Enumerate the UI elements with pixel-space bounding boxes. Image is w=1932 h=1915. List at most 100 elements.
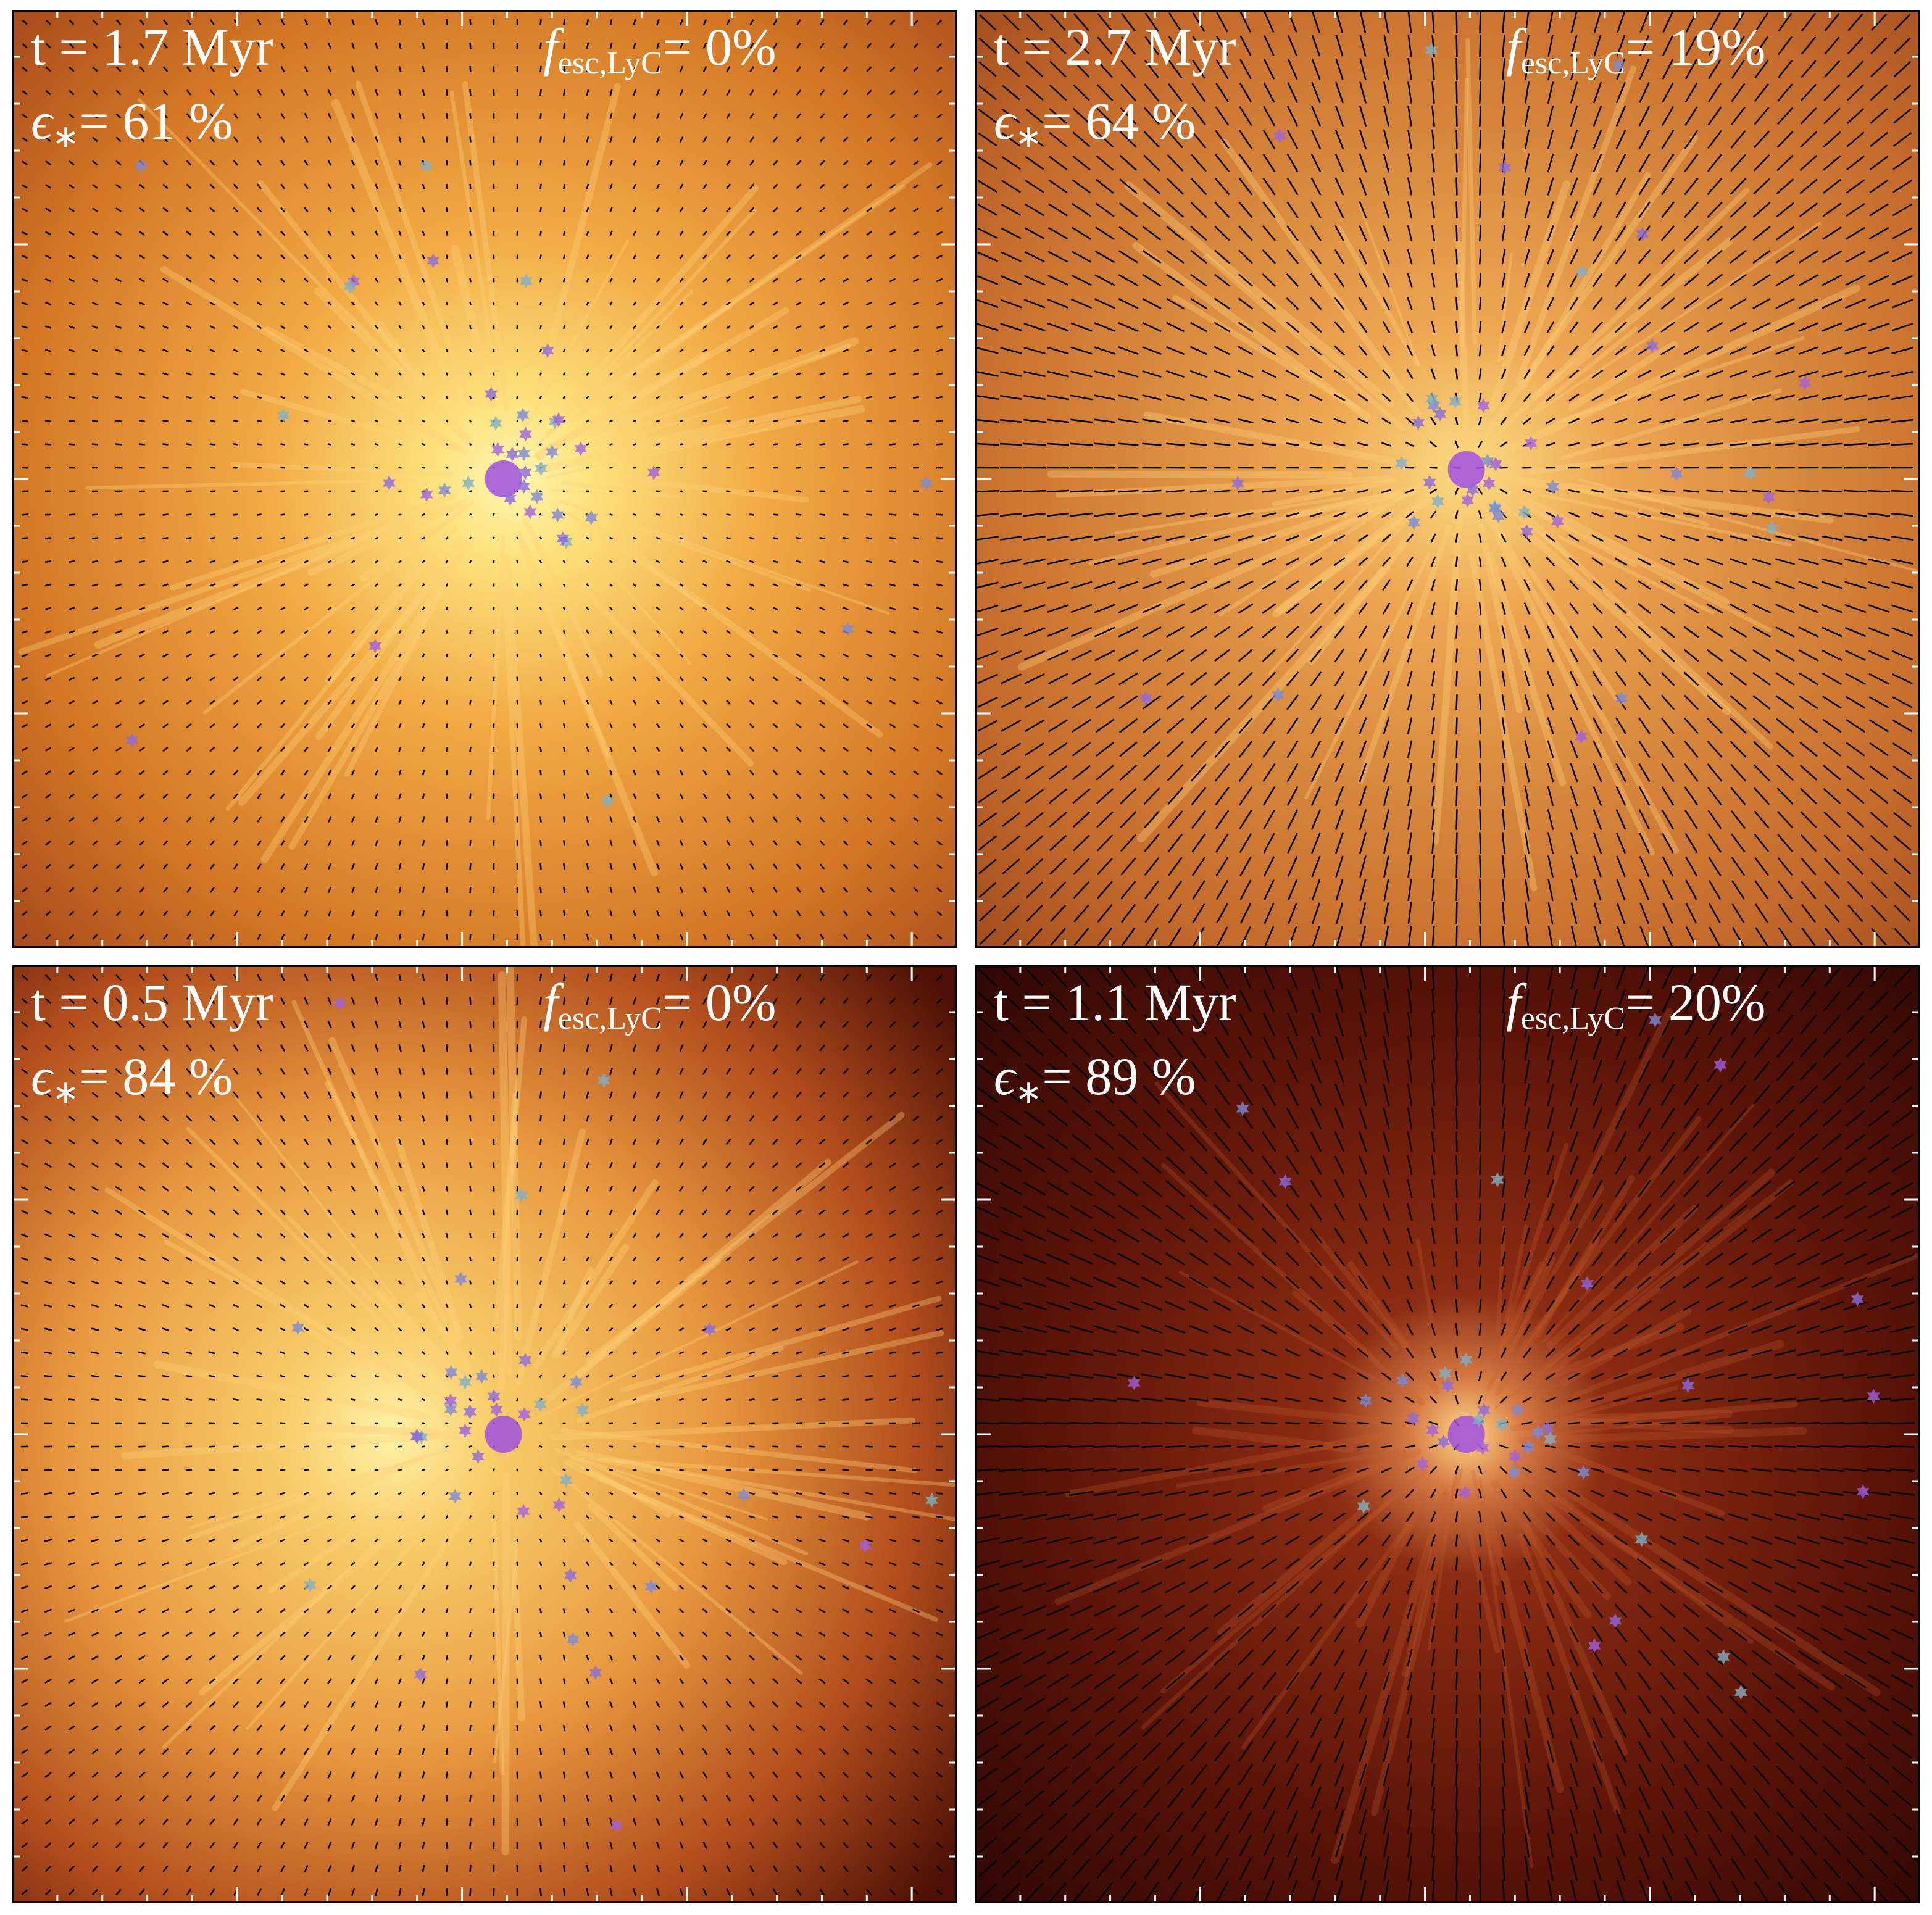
velocity-arrow — [186, 583, 192, 587]
star-particle — [1765, 520, 1779, 536]
velocity-arrow — [1025, 835, 1044, 851]
velocity-arrow — [185, 1398, 193, 1401]
velocity-arrow — [446, 840, 448, 846]
velocity-arrow — [22, 770, 28, 775]
velocity-arrow — [539, 1186, 542, 1192]
velocity-arrow — [936, 653, 943, 658]
velocity-arrow — [1637, 557, 1652, 566]
velocity-arrow — [819, 746, 825, 752]
velocity-arrow — [772, 1209, 779, 1215]
star-particle — [1476, 398, 1490, 413]
velocity-arrow — [1166, 695, 1185, 710]
velocity-arrow — [1685, 35, 1697, 56]
velocity-arrow — [1118, 626, 1139, 638]
velocity-arrow — [1143, 741, 1161, 757]
star-particle — [420, 487, 433, 502]
velocity-arrow — [609, 1327, 614, 1332]
velocity-arrow — [1752, 535, 1772, 541]
velocity-arrow — [162, 1327, 169, 1331]
velocity-arrow — [1777, 107, 1793, 125]
velocity-arrow — [1570, 153, 1578, 173]
velocity-arrow — [162, 974, 169, 981]
velocity-arrow — [1614, 512, 1628, 518]
velocity-arrow — [1752, 626, 1771, 638]
velocity-arrow — [632, 1468, 637, 1472]
velocity-arrow — [91, 1044, 99, 1052]
velocity-arrow — [1070, 581, 1093, 589]
velocity-arrow — [772, 1374, 778, 1378]
velocity-arrow — [1094, 418, 1116, 423]
velocity-arrow — [1333, 393, 1346, 402]
velocity-arrow — [1142, 370, 1162, 378]
velocity-arrow — [562, 746, 566, 752]
velocity-arrow — [1775, 418, 1795, 423]
velocity-arrow — [889, 840, 896, 846]
velocity-arrow — [138, 1374, 146, 1378]
velocity-arrow — [91, 1748, 99, 1755]
velocity-arrow — [1729, 346, 1747, 355]
velocity-arrow — [162, 770, 169, 776]
velocity-arrow — [702, 19, 707, 26]
velocity-arrow — [1754, 130, 1770, 149]
star-particle — [427, 253, 439, 268]
velocity-arrow — [1823, 131, 1841, 147]
velocity-arrow — [139, 974, 145, 981]
velocity-arrow — [1002, 14, 1020, 31]
velocity-arrow — [139, 443, 145, 446]
velocity-arrow — [398, 1794, 402, 1803]
velocity-arrow — [656, 396, 660, 399]
velocity-arrow — [186, 1068, 192, 1075]
velocity-arrow — [936, 816, 943, 823]
velocity-arrow — [351, 1161, 356, 1169]
velocity-arrow — [1683, 322, 1699, 333]
velocity-arrow — [304, 886, 309, 894]
velocity-arrow — [772, 1771, 778, 1779]
velocity-arrow — [1616, 902, 1626, 924]
velocity-arrow — [1523, 393, 1531, 402]
velocity-arrow — [1310, 273, 1322, 288]
velocity-arrow — [1144, 880, 1159, 900]
velocity-arrow — [1525, 855, 1530, 878]
velocity-arrow — [1070, 535, 1093, 541]
velocity-arrow — [280, 207, 285, 213]
velocity-arrow — [1335, 855, 1344, 878]
velocity-arrow — [632, 1794, 637, 1803]
velocity-arrow — [375, 254, 378, 259]
velocity-arrow — [468, 419, 472, 423]
velocity-arrow — [1070, 512, 1093, 517]
velocity-arrow — [139, 420, 145, 422]
velocity-arrow — [1190, 671, 1207, 686]
velocity-arrow — [233, 583, 239, 587]
velocity-arrow — [749, 1186, 755, 1192]
velocity-arrow — [702, 1469, 708, 1471]
velocity-arrow — [1616, 11, 1626, 33]
velocity-arrow — [115, 1608, 122, 1613]
velocity-arrow — [819, 560, 825, 563]
velocity-arrow — [44, 302, 52, 305]
star-particle — [125, 733, 139, 748]
velocity-arrow — [44, 700, 52, 705]
velocity-arrow — [936, 160, 943, 165]
filament — [570, 576, 754, 767]
velocity-arrow — [609, 1186, 614, 1192]
velocity-arrow — [257, 840, 262, 846]
velocity-arrow — [21, 1888, 28, 1896]
velocity-arrow — [256, 1280, 262, 1285]
velocity-arrow — [1547, 717, 1554, 734]
velocity-arrow — [1501, 786, 1506, 807]
velocity-arrow — [1287, 58, 1298, 80]
velocity-arrow — [1359, 740, 1367, 758]
velocity-arrow — [445, 442, 449, 446]
velocity-arrow — [1142, 695, 1162, 710]
velocity-arrow — [115, 770, 122, 776]
velocity-arrow — [398, 1186, 402, 1192]
velocity-arrow — [1706, 442, 1723, 446]
velocity-arrow — [702, 1748, 708, 1755]
velocity-arrow — [609, 160, 613, 166]
velocity-arrow — [398, 886, 402, 894]
velocity-arrow — [1754, 787, 1770, 805]
velocity-arrow — [327, 348, 332, 353]
velocity-arrow — [115, 278, 122, 283]
filament — [121, 1431, 451, 1460]
velocity-arrow — [1824, 904, 1840, 923]
